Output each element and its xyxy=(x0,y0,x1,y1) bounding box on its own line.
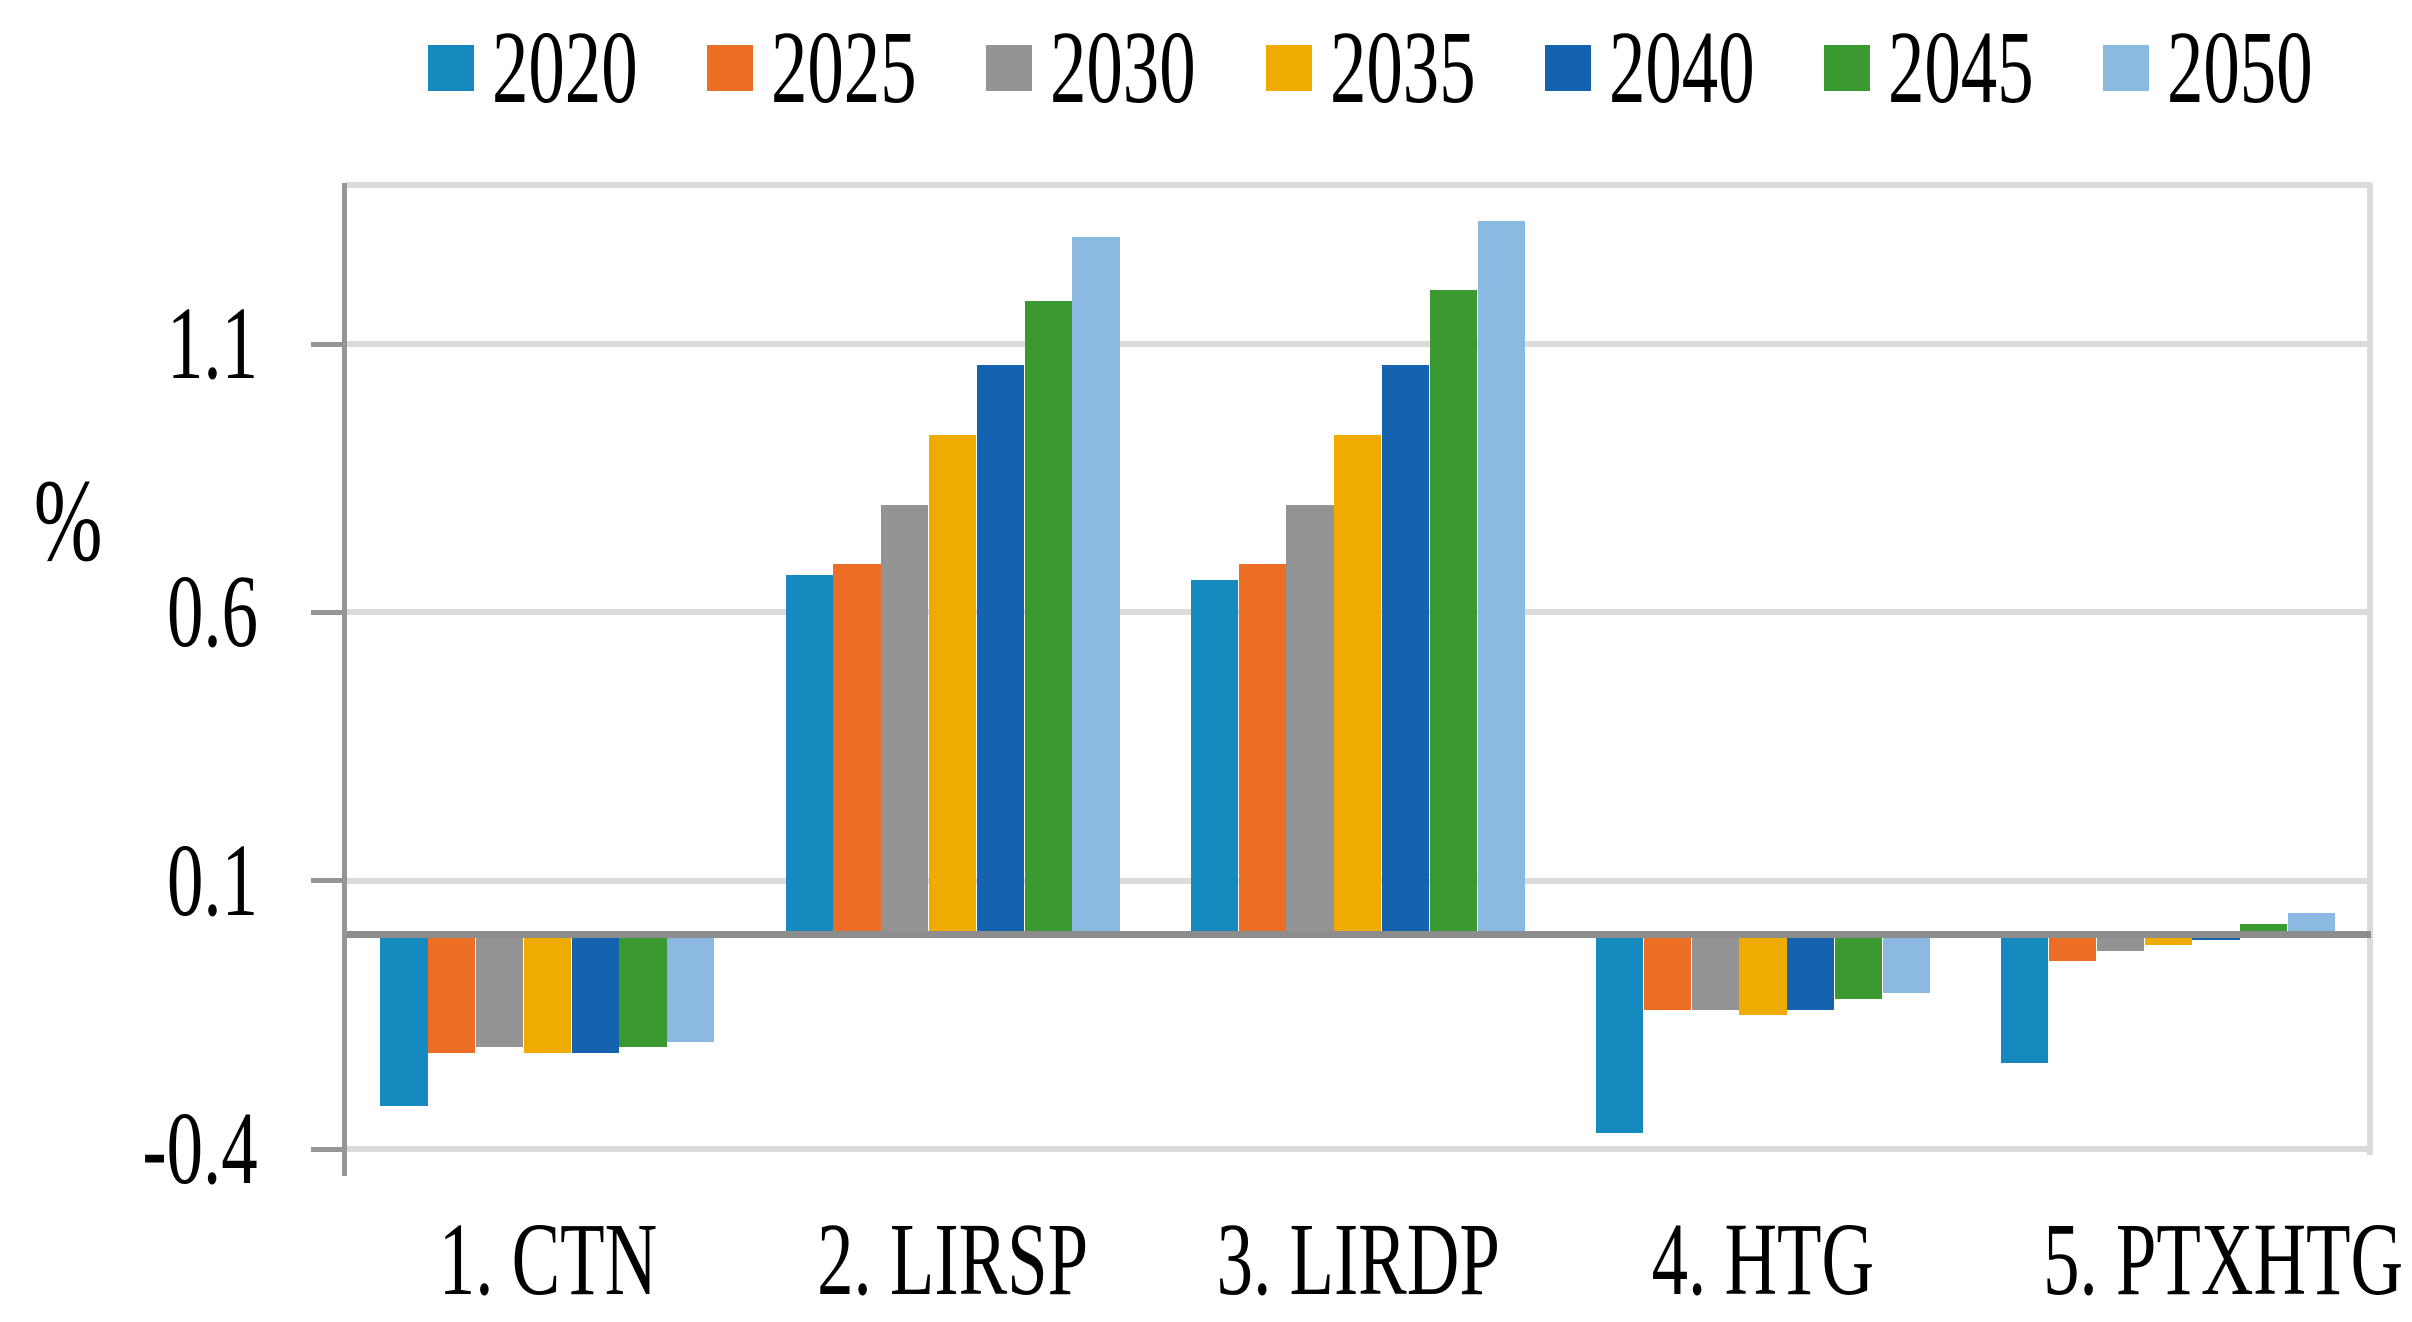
legend-item: 2050 xyxy=(2103,16,2375,120)
gridline xyxy=(345,1146,2371,1153)
y-axis-tick xyxy=(311,609,345,615)
bar xyxy=(2144,934,2192,946)
y-tick-label-text: 0.1 xyxy=(167,822,258,938)
category-label-text: 2. LIRSP xyxy=(817,1202,1089,1317)
category-label: 3. LIRDP xyxy=(1155,1205,1560,1315)
legend-item: 2025 xyxy=(707,16,979,120)
legend-swatch-2050 xyxy=(2103,45,2150,91)
bar xyxy=(1286,505,1334,935)
bar xyxy=(1334,435,1382,935)
y-tick-label-text: -0.4 xyxy=(142,1091,258,1207)
category-label: 5. PTXHTG xyxy=(1966,1205,2403,1315)
bar xyxy=(2001,934,2049,1064)
category-label-text: 3. LIRDP xyxy=(1216,1202,1500,1317)
bar xyxy=(475,934,524,1048)
bar xyxy=(2240,923,2288,935)
legend-item: 2045 xyxy=(1824,16,2096,120)
legend-label: 2030 xyxy=(1050,10,1196,125)
bar xyxy=(785,574,833,935)
gridline xyxy=(345,341,2371,348)
category-label-text: 1. CTN xyxy=(438,1202,657,1317)
category-label-text: 5. PTXHTG xyxy=(2042,1202,2403,1317)
legend-swatch-2035 xyxy=(1265,45,1312,91)
bar xyxy=(928,435,977,935)
legend-label: 2045 xyxy=(1888,10,2034,125)
category-label-text: 4. HTG xyxy=(1651,1202,1875,1317)
bar xyxy=(1024,301,1072,935)
chart-legend: 2020 2025 2030 2035 2040 2045 2050 xyxy=(0,0,2412,130)
legend-swatch-2045 xyxy=(1824,45,1870,91)
bar xyxy=(1882,934,1930,994)
legend-swatch-2040 xyxy=(1544,45,1591,91)
bar xyxy=(1691,934,1739,1010)
legend-item: 2035 xyxy=(1265,16,1538,120)
bar xyxy=(1477,220,1525,935)
y-tick-label: 0.1 xyxy=(38,822,258,938)
y-axis-line xyxy=(342,183,347,1176)
y-tick-label-text: 1.1 xyxy=(167,286,258,402)
bar xyxy=(881,505,929,935)
bar xyxy=(1190,580,1238,935)
category-label: 2. LIRSP xyxy=(750,1205,1155,1315)
bar xyxy=(2048,934,2097,962)
y-axis-tick xyxy=(311,1146,345,1152)
bar xyxy=(1834,934,1883,999)
y-tick-label: -0.4 xyxy=(38,1097,258,1201)
bar xyxy=(2096,934,2144,951)
bar xyxy=(1381,365,1430,935)
zero-baseline xyxy=(345,931,2371,939)
category-label: 4. HTG xyxy=(1561,1205,1966,1315)
plot-right-border xyxy=(2367,183,2373,1156)
legend-label: 2040 xyxy=(1608,10,1755,125)
y-tick-label: 1.1 xyxy=(38,292,258,396)
bar xyxy=(1238,564,1286,935)
bar xyxy=(667,934,715,1042)
legend-swatch-2030 xyxy=(986,45,1033,91)
y-tick-label-text: 0.6 xyxy=(167,554,258,670)
legend-label: 2025 xyxy=(771,10,917,125)
bar xyxy=(380,934,428,1107)
legend-label: 2035 xyxy=(1329,10,1476,125)
bar xyxy=(1595,934,1644,1134)
bar xyxy=(1429,290,1477,935)
legend-label: 2020 xyxy=(492,10,638,125)
legend-label: 2050 xyxy=(2167,10,2313,125)
bar xyxy=(833,564,881,935)
legend-item: 2030 xyxy=(986,16,1258,120)
bar xyxy=(976,365,1024,935)
bar xyxy=(1072,236,1120,935)
category-label: 1. CTN xyxy=(345,1205,750,1315)
bar xyxy=(523,934,571,1053)
y-axis-unit-label: % xyxy=(33,455,103,586)
legend-swatch-2025 xyxy=(707,45,754,91)
bar xyxy=(1739,934,1787,1015)
plot-top-border xyxy=(345,182,2371,188)
y-axis-tick xyxy=(311,878,345,884)
legend-item: 2040 xyxy=(1544,16,1817,120)
y-axis-tick xyxy=(311,341,345,347)
bar xyxy=(1787,934,1835,1010)
legend-swatch-2020 xyxy=(428,45,474,91)
bar xyxy=(1643,934,1691,1010)
bar xyxy=(619,934,667,1048)
legend-item: 2020 xyxy=(428,16,700,120)
y-tick-label: 0.6 xyxy=(38,560,258,664)
bar xyxy=(2287,912,2336,935)
bar xyxy=(428,934,476,1053)
bar xyxy=(571,934,619,1053)
